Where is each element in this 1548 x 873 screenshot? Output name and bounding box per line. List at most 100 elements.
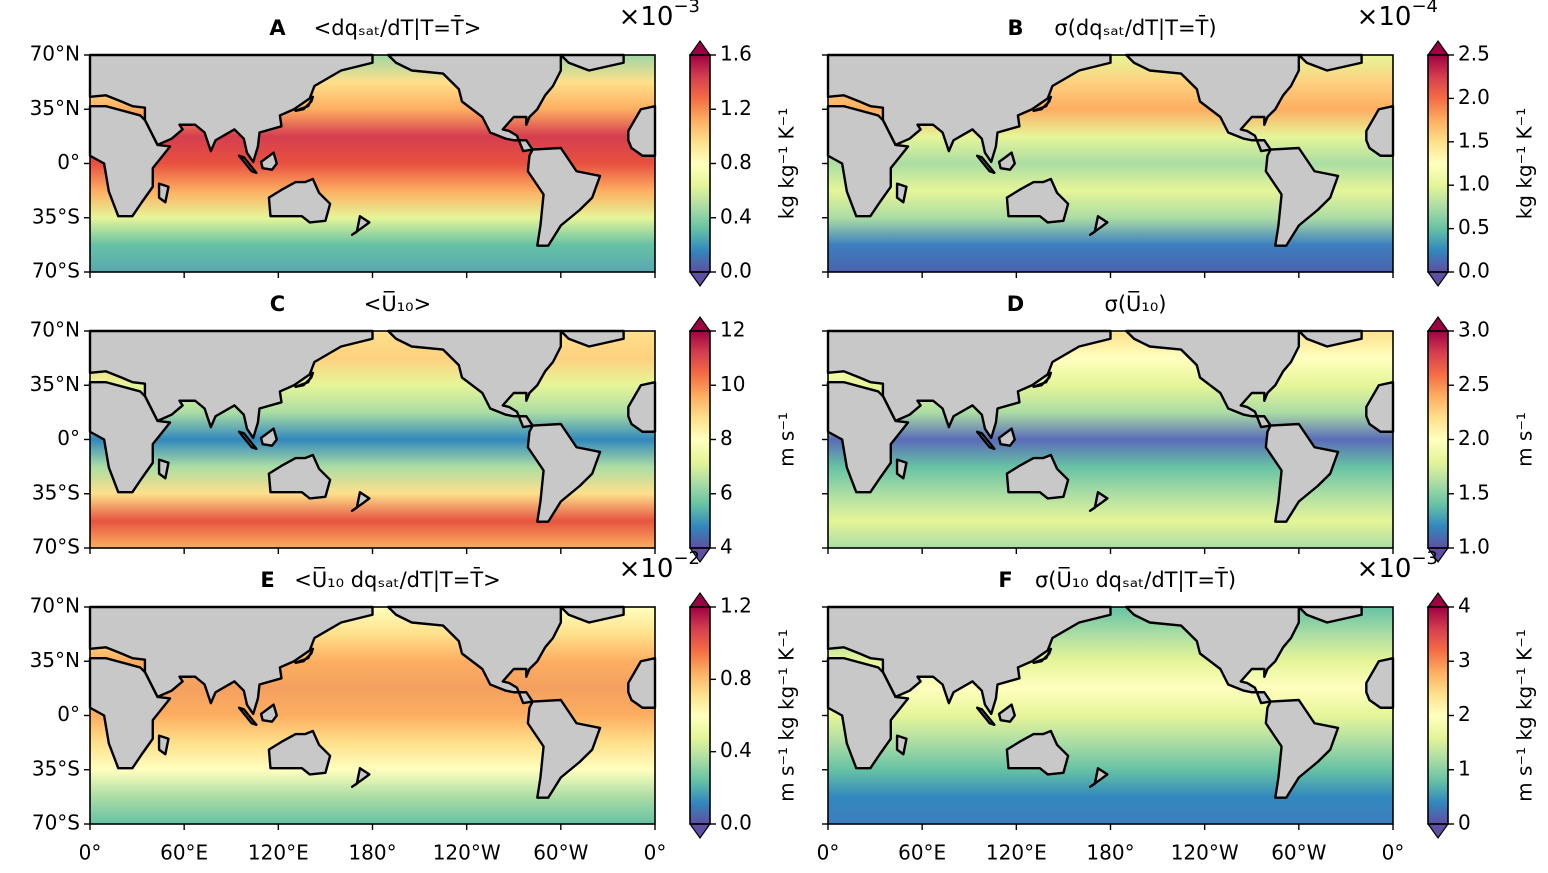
exponent: ×10−2 — [619, 548, 700, 584]
land — [237, 154, 258, 175]
panel-title: σ(U̅₁₀ dqₛₐₜ/dT|T=T̄) — [1035, 566, 1236, 593]
land — [895, 182, 908, 204]
land — [386, 605, 563, 705]
land — [1264, 422, 1340, 523]
land — [997, 151, 1016, 171]
y-tick-label: 35°S — [32, 756, 80, 780]
land — [1124, 53, 1301, 153]
colorbar-extend-top — [1426, 591, 1450, 608]
colorbar-frame — [689, 606, 711, 825]
land — [386, 329, 563, 429]
land — [259, 703, 278, 723]
colorbar-tick-label: 4 — [1458, 594, 1471, 618]
land — [1032, 371, 1053, 388]
colorbar-label: m s⁻¹ — [775, 412, 799, 467]
land — [157, 458, 170, 480]
land — [386, 53, 563, 153]
colorbar-label: m s⁻¹ kg kg⁻¹ K⁻¹ — [1513, 629, 1537, 802]
y-tick-label: 35°N — [30, 648, 80, 672]
land — [975, 430, 996, 450]
exponent-base: ×10 — [1357, 2, 1412, 32]
x-tick-label: 60°W — [1271, 841, 1326, 865]
colorbar-tick-label: 0 — [1458, 811, 1471, 835]
x-tick-label: 60°E — [898, 841, 946, 865]
exponent-power: −3 — [673, 0, 700, 17]
land — [975, 154, 996, 175]
land — [1005, 453, 1070, 500]
exponent: ×10−3 — [1357, 548, 1438, 584]
land — [997, 427, 1016, 447]
land — [88, 53, 374, 164]
land — [526, 146, 602, 247]
y-tick-label: 70°N — [30, 594, 80, 618]
colorbar-tick-label: 0.4 — [720, 204, 752, 228]
x-tick-label: 0° — [1382, 841, 1405, 865]
panel-label: F — [998, 568, 1012, 592]
panel-title: σ(U̅₁₀) — [1105, 290, 1167, 316]
land — [1032, 95, 1053, 113]
land — [237, 430, 258, 450]
colorbar-extend-top — [1426, 39, 1450, 56]
panel-title: <U̅₁₀> — [364, 290, 431, 316]
panel-label: E — [260, 568, 274, 592]
land — [88, 656, 172, 770]
colorbar-tick-label: 2.0 — [1458, 85, 1490, 109]
x-tick-label: 180° — [1086, 841, 1134, 865]
x-tick-label: 120°E — [986, 841, 1047, 865]
colorbar-tick-label: 2.5 — [1458, 42, 1490, 66]
colorbar-tick-label: 2.5 — [1458, 372, 1490, 396]
y-tick-label: 0° — [57, 150, 80, 174]
colorbar-tick-label: 1.0 — [1458, 535, 1490, 559]
colorbar-tick-label: 0.0 — [720, 259, 752, 283]
exponent-base: ×10 — [619, 554, 674, 584]
panel-label: B — [1007, 16, 1023, 40]
y-tick-label: 0° — [57, 702, 80, 726]
land — [157, 734, 170, 756]
exponent-base: ×10 — [619, 2, 674, 32]
land — [1124, 329, 1301, 429]
land — [997, 703, 1016, 723]
panel-title: <dqₛₐₜ/dT|T=T̄> — [314, 15, 482, 41]
x-tick-label: 120°W — [433, 841, 501, 865]
colorbar — [690, 607, 710, 824]
colorbar-tick-label: 3 — [1458, 648, 1471, 672]
land — [526, 422, 602, 523]
colorbar-extend-bottom — [1426, 271, 1450, 288]
exponent: ×10−3 — [619, 0, 700, 32]
y-tick-label: 35°N — [30, 372, 80, 396]
land — [826, 605, 1112, 716]
panel-label: C — [270, 292, 285, 316]
colorbar-tick-label: 12 — [720, 318, 745, 342]
colorbar-extend-top — [1426, 315, 1450, 332]
land — [259, 151, 278, 171]
land — [267, 177, 332, 224]
land — [895, 458, 908, 480]
land — [350, 491, 371, 512]
land — [237, 706, 258, 726]
colorbar — [690, 55, 710, 272]
land — [259, 427, 278, 447]
land — [157, 182, 170, 204]
colorbar-label: kg kg⁻¹ K⁻¹ — [775, 108, 799, 220]
land — [826, 104, 910, 218]
colorbar-tick-label: 8 — [720, 426, 733, 450]
colorbar-extend-bottom — [688, 823, 712, 840]
x-tick-label: 0° — [817, 841, 840, 865]
land — [88, 329, 374, 440]
land — [294, 95, 315, 113]
land — [267, 729, 332, 776]
land — [88, 605, 374, 716]
colorbar-tick-label: 0.4 — [720, 738, 752, 762]
exponent: ×10−4 — [1357, 0, 1438, 32]
colorbar — [1428, 331, 1448, 548]
colorbar-tick-label: 6 — [720, 480, 733, 504]
exponent-power: −4 — [1411, 0, 1438, 17]
exponent-base: ×10 — [1357, 554, 1412, 584]
land — [294, 371, 315, 388]
y-tick-label: 35°N — [30, 96, 80, 120]
land — [826, 329, 1112, 440]
colorbar-tick-label: 1.5 — [1458, 480, 1490, 504]
colorbar-tick-label: 0.8 — [720, 666, 752, 690]
panel-label: D — [1007, 292, 1024, 316]
